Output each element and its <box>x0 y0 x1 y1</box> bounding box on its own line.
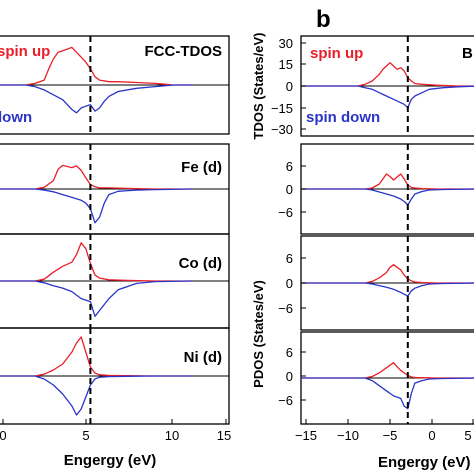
left-ni-label: Ni (d) <box>184 349 222 366</box>
spin-up-curve <box>0 242 192 282</box>
right-x-tick-label: −10 <box>337 428 359 443</box>
right-tdos-ytick-label: 0 <box>286 79 293 94</box>
right-tdos-ytick-label: 30 <box>279 36 293 51</box>
right-tdos-ytick-label: 15 <box>279 57 293 72</box>
spin-down-curve <box>0 280 193 317</box>
spin-down-curve <box>0 84 192 114</box>
right-tdos-ytick-label: −30 <box>271 122 293 137</box>
left-fe-plot <box>0 144 229 234</box>
right-pdos-2-panel: 6 0 −6 <box>278 235 474 331</box>
left-x-tick-label: 5 <box>82 428 89 443</box>
right-pdos-1-ytick-label: −6 <box>278 205 293 220</box>
right-pdos-1-panel: 6 0 −6 <box>278 143 474 235</box>
right-tdos-ytick-label: −15 <box>271 101 293 116</box>
right-pdos-2-ytick-label: −6 <box>278 301 293 316</box>
left-x-axis: 0 5 10 15 Engergy (eV) <box>0 419 231 469</box>
left-x-axis-label: Engergy (eV) <box>64 452 157 469</box>
left-co-plot <box>0 234 229 328</box>
left-tdos-panel: FCC-TDOS spin up spin down <box>0 35 230 135</box>
right-tdos-y-axis-label: TDOS (States/eV) <box>251 33 266 140</box>
right-spin-down-label: spin down <box>306 109 380 126</box>
right-pdos-2-plot <box>301 236 474 330</box>
right-pdos-3-ytick-label: 6 <box>286 345 293 360</box>
left-fe-panel: Fe (d) <box>0 143 230 235</box>
left-co-panel: Co (d) <box>0 233 230 329</box>
left-tdos-panel-label: FCC-TDOS <box>145 43 223 60</box>
spin-up-curve <box>0 164 192 190</box>
right-pdos-1-plot <box>301 144 474 234</box>
left-x-tick-label: 15 <box>217 428 231 443</box>
left-tdos-plot <box>0 36 229 134</box>
left-ni-panel: Ni (d) <box>0 327 230 425</box>
right-x-tick-label: −5 <box>383 428 398 443</box>
left-ni-plot <box>0 328 229 424</box>
spin-down-curve <box>0 375 192 416</box>
right-tdos-panel-label: B <box>462 45 473 62</box>
panel-letter-b: b <box>316 6 331 33</box>
right-pdos-1-ytick-label: 6 <box>286 159 293 174</box>
spin-up-curve <box>301 62 474 87</box>
spin-down-curve <box>301 282 474 297</box>
right-pdos-3-plot <box>301 332 474 424</box>
spin-up-curve <box>301 173 474 190</box>
spin-down-curve <box>301 377 474 410</box>
right-spin-up-label: spin up <box>310 45 363 62</box>
left-spin-down-label: spin down <box>0 109 32 126</box>
right-pdos-2-ytick-label: 6 <box>286 251 293 266</box>
left-x-tick-label: 10 <box>165 428 179 443</box>
right-x-axis-label: Engergy (eV) <box>378 454 471 471</box>
right-x-tick-label: −15 <box>295 428 317 443</box>
right-pdos-3-ytick-label: −6 <box>278 393 293 408</box>
spin-down-curve <box>0 188 193 224</box>
left-spin-up-label: spin up <box>0 43 50 60</box>
right-pdos-2-ytick-label: 0 <box>286 276 293 291</box>
spin-up-curve <box>0 46 192 86</box>
right-x-tick-label: 5 <box>464 428 471 443</box>
spin-up-curve <box>0 336 192 377</box>
right-pdos-3-panel: 6 0 −6 <box>278 331 474 425</box>
spin-down-curve <box>301 85 474 109</box>
right-tdos-plot <box>301 36 474 136</box>
right-pdos-3-ytick-label: 0 <box>286 369 293 384</box>
left-fe-label: Fe (d) <box>181 159 222 176</box>
right-tdos-panel: 30 15 0 −15 −30 spin up spin down B <box>271 35 474 137</box>
spin-up-curve <box>301 264 474 284</box>
right-pdos-1-ytick-label: 0 <box>286 182 293 197</box>
spin-up-curve <box>301 362 474 379</box>
spin-down-curve <box>301 188 474 206</box>
right-x-axis: −15 −10 −5 0 5 Engergy (eV) <box>295 419 474 471</box>
left-x-tick-label: 0 <box>0 428 7 443</box>
left-co-label: Co (d) <box>179 255 222 272</box>
right-x-tick-label: 0 <box>428 428 435 443</box>
right-pdos-y-axis-label: PDOS (States/eV) <box>251 280 266 388</box>
